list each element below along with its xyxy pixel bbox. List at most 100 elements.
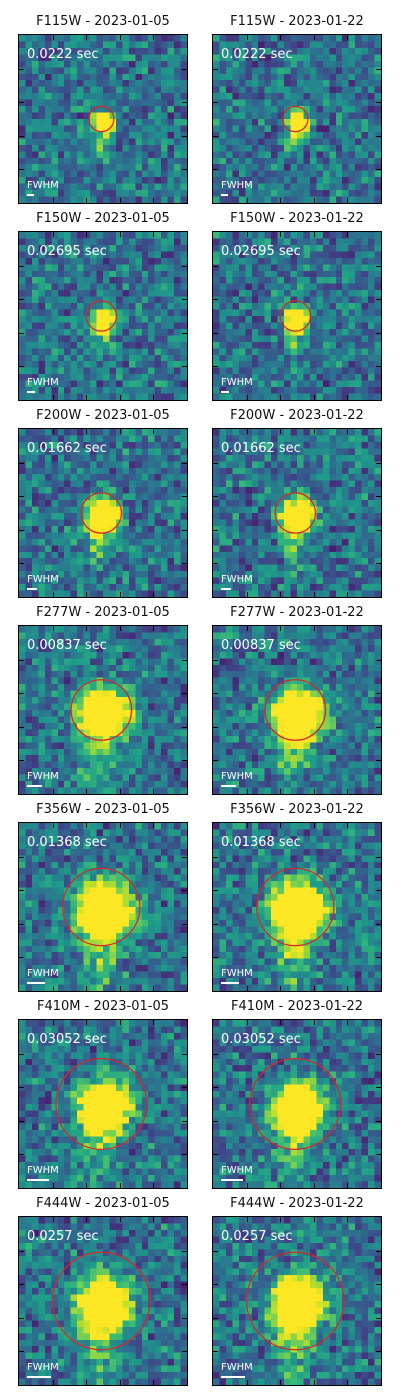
axis-tick [53,592,54,597]
axis-tick [120,1217,121,1222]
axis-tick [120,395,121,400]
image-panel: 0.03052 sec FWHM [18,1019,188,1189]
cutout-cell: F356W - 2023-01-05 0.01368 sec FWHM [18,800,188,992]
title-separator: - [81,14,95,29]
axis-tick [376,1284,381,1285]
title-separator: - [275,802,289,817]
axis-tick [19,266,24,267]
axis-tick [182,760,187,761]
image-panel: 0.01368 sec FWHM [18,822,188,992]
axis-tick [19,924,24,925]
filter-name: F410M [36,999,81,1014]
title-separator: - [81,408,95,423]
axis-tick [376,136,381,137]
axis-tick [376,693,381,694]
axis-tick [347,232,348,237]
axis-tick [86,789,87,794]
axis-tick [314,1020,315,1025]
axis-tick [53,395,54,400]
axis-tick [19,169,24,170]
filter-name: F444W [36,1196,82,1211]
axis-tick [53,1020,54,1025]
axis-tick [53,35,54,40]
fwhm-scale-bar [27,1376,51,1378]
axis-tick [376,957,381,958]
cutout-cell: F150W - 2023-01-05 0.02695 sec FWHM [18,209,188,401]
aperture-overlay [80,492,123,534]
axis-tick [182,660,187,661]
image-panel: 0.01368 sec FWHM [212,822,382,992]
axis-tick [86,198,87,203]
exposure-time-label: 0.01368 sec [27,835,107,850]
fwhm-label: FWHM [27,1165,59,1176]
pixel-image [213,823,381,991]
fwhm-scale-bar [27,588,37,590]
exposure-time-label: 0.02695 sec [221,244,301,259]
fwhm-scale-bar [221,785,236,787]
aperture-ring [282,105,309,133]
axis-tick [182,136,187,137]
axis-tick [213,1318,218,1319]
axis-tick [347,198,348,203]
image-panel: 0.02695 sec FWHM [18,231,188,401]
axis-tick [19,1154,24,1155]
axis-tick [153,626,154,631]
axis-tick [153,1380,154,1385]
cutout-title: F115W - 2023-01-22 [212,12,382,32]
axis-tick [53,232,54,237]
aperture-overlay [256,867,335,947]
fwhm-label: FWHM [27,180,59,191]
axis-tick [120,592,121,597]
axis-tick [182,1351,187,1352]
aperture-ring [264,679,327,741]
cutout-cell: F150W - 2023-01-22 0.02695 sec FWHM [212,209,382,401]
axis-tick [280,1217,281,1222]
aperture-overlay [279,300,312,332]
filter-name: F277W [230,605,276,620]
axis-tick [213,563,218,564]
title-separator: - [275,211,289,226]
axis-tick [213,266,218,267]
axis-tick [153,35,154,40]
filter-name: F410M [230,999,275,1014]
filter-name: F200W [36,408,82,423]
axis-tick [120,789,121,794]
axis-tick [86,823,87,828]
axis-tick [213,1284,218,1285]
cutout-title: F444W - 2023-01-05 [18,1194,188,1214]
axis-tick [213,1251,218,1252]
axis-tick [53,198,54,203]
axis-tick [247,395,248,400]
axis-tick [213,924,218,925]
aperture-overlay [264,679,327,741]
observation-date: 2023-01-05 [94,802,170,817]
image-panel: 0.00837 sec FWHM [212,625,382,795]
cutout-cell: F277W - 2023-01-05 0.00837 sec FWHM [18,603,188,795]
axis-tick [19,102,24,103]
aperture-overlay [88,105,115,133]
exposure-time-label: 0.01662 sec [27,441,107,456]
axis-tick [120,1380,121,1385]
axis-tick [182,69,187,70]
aperture-overlay [51,1251,151,1351]
axis-tick [280,395,281,400]
axis-tick [53,986,54,991]
axis-tick [53,1380,54,1385]
axis-tick [280,1380,281,1385]
cutout-title: F150W - 2023-01-05 [18,209,188,229]
fwhm-label: FWHM [221,968,253,979]
pixel-image [213,626,381,794]
axis-tick [314,35,315,40]
axis-tick [347,1020,348,1025]
axis-tick [347,35,348,40]
title-separator: - [81,211,95,226]
fwhm-label: FWHM [27,771,59,782]
fwhm-label: FWHM [27,377,59,388]
axis-tick [120,626,121,631]
exposure-time-label: 0.0257 sec [221,1229,293,1244]
observation-date: 2023-01-22 [287,999,364,1014]
axis-tick [213,1087,218,1088]
axis-tick [213,660,218,661]
aperture-ring [256,867,335,947]
